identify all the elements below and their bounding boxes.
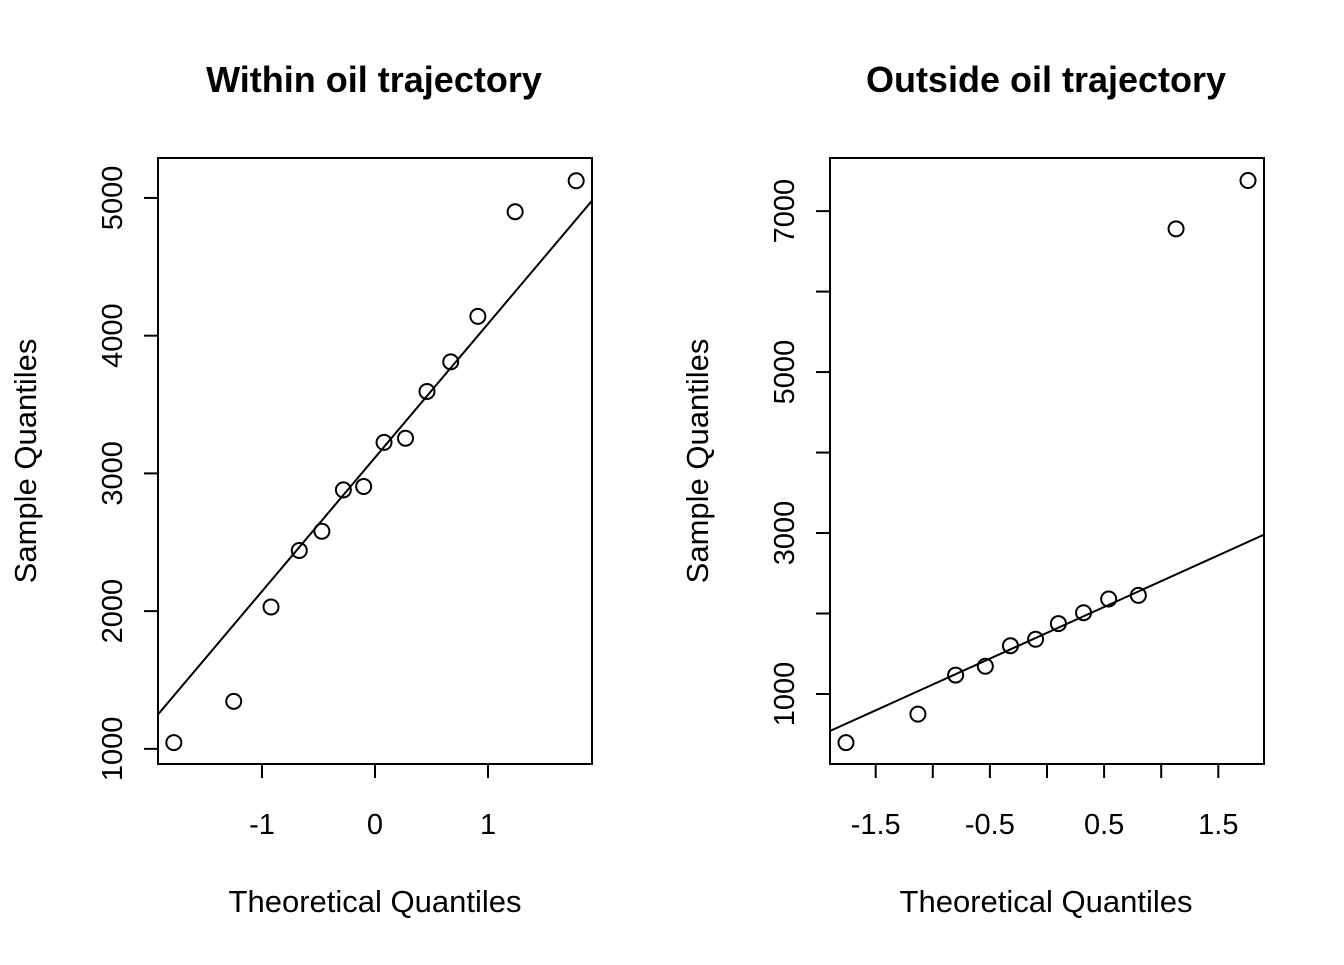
x-tick-label: 0.5: [1084, 809, 1124, 841]
data-point: [1239, 172, 1257, 190]
data-point: [262, 598, 280, 616]
y-tick-label: 5000: [97, 166, 129, 231]
y-tick-label: 3000: [97, 441, 129, 506]
data-point: [334, 481, 352, 499]
data-point: [1100, 590, 1118, 608]
data-point: [313, 522, 331, 540]
y-tick-label: 2000: [97, 579, 129, 644]
data-point: [1075, 604, 1093, 622]
data-point: [418, 382, 436, 400]
x-axis-label: Theoretical Quantiles: [229, 884, 522, 919]
panel-outside: Outside oil trajectory Theoretical Quant…: [680, 59, 1265, 919]
data-point: [837, 734, 855, 752]
x-tick-label: -1: [249, 809, 275, 841]
axis-ticks: -1 0 1 1000 2000 3000 4000 5000: [97, 166, 496, 841]
data-points: [837, 172, 1257, 752]
plot-frame: [829, 157, 1265, 765]
data-point: [375, 433, 393, 451]
data-point: [225, 692, 243, 710]
y-tick-label: 7000: [769, 179, 801, 244]
data-point: [290, 542, 308, 560]
data-point: [947, 666, 965, 684]
y-axis-label: Sample Quantiles: [8, 339, 43, 584]
x-axis-label: Theoretical Quantiles: [900, 884, 1193, 919]
y-tick-label: 5000: [769, 340, 801, 405]
data-point: [1167, 220, 1185, 238]
qq-reference-line: [158, 200, 592, 716]
data-point: [1049, 615, 1067, 633]
x-tick-label: 1: [480, 809, 496, 841]
y-tick-label: 4000: [97, 303, 129, 368]
data-point: [1001, 637, 1019, 655]
data-point: [165, 734, 183, 752]
x-tick-label: 1.5: [1198, 809, 1238, 841]
data-point: [976, 657, 994, 675]
x-tick-label: 0: [367, 809, 383, 841]
data-point: [909, 705, 927, 723]
reference-line-layer: [830, 533, 1264, 732]
y-tick-label: 3000: [769, 501, 801, 566]
data-point: [397, 429, 415, 447]
y-axis-label: Sample Quantiles: [680, 339, 715, 584]
chart-title: Outside oil trajectory: [866, 59, 1226, 100]
data-point: [1129, 586, 1147, 604]
data-point: [1027, 630, 1045, 648]
reference-line-layer: [158, 200, 592, 716]
qq-reference-line: [830, 533, 1264, 732]
x-tick-label: -1.5: [851, 809, 901, 841]
data-point: [355, 477, 373, 495]
x-tick-label: -0.5: [965, 809, 1015, 841]
axis-ticks: -1.5 -0.5 0.5 1.5 1000 3000 5000 7000: [769, 179, 1238, 841]
data-point: [567, 172, 585, 190]
y-tick-label: 1000: [97, 717, 129, 782]
data-point: [469, 307, 487, 325]
data-point: [506, 203, 524, 221]
plot-frame: [157, 157, 593, 765]
data-point: [442, 353, 460, 371]
data-points: [165, 172, 585, 752]
y-tick-label: 1000: [769, 662, 801, 727]
panel-within: Within oil trajectory Theoretical Quanti…: [8, 59, 593, 919]
chart-title: Within oil trajectory: [206, 59, 542, 100]
